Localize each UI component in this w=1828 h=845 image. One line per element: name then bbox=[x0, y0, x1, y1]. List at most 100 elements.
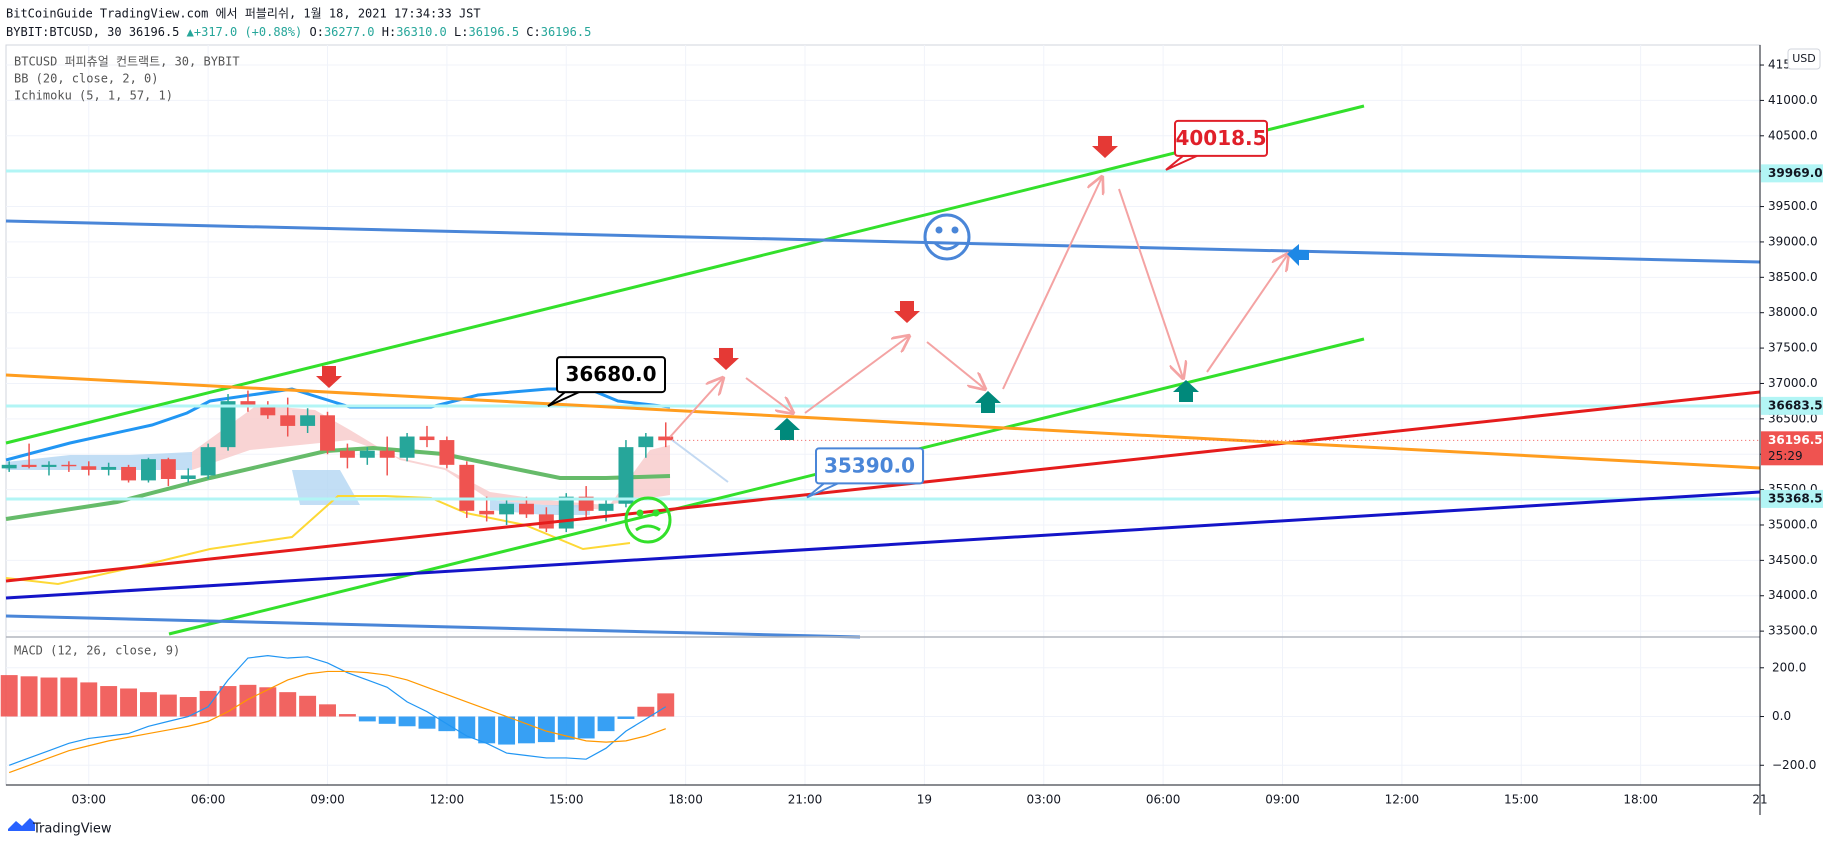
y-tick-label: 200.0 bbox=[1772, 660, 1806, 674]
callout-box bbox=[556, 356, 666, 394]
candle-body bbox=[439, 440, 455, 465]
last-price-badge bbox=[1761, 431, 1823, 466]
path-arrow bbox=[1206, 254, 1288, 373]
callout-label: 40018.5 bbox=[1175, 126, 1266, 150]
callout-label: 36680.0 bbox=[565, 362, 656, 386]
candle-body bbox=[598, 503, 614, 511]
price-badge bbox=[1761, 396, 1823, 415]
candle-body bbox=[638, 436, 654, 448]
histogram-bar bbox=[537, 716, 555, 743]
candles bbox=[1, 390, 674, 533]
y-tick-label: 41000.0 bbox=[1768, 93, 1818, 107]
histogram-bar bbox=[358, 716, 376, 722]
candle-body bbox=[519, 503, 534, 515]
grid bbox=[6, 45, 1761, 785]
histogram-bar bbox=[617, 716, 635, 719]
path-arrow bbox=[669, 378, 723, 438]
candle-body bbox=[160, 459, 176, 479]
price-badge bbox=[1761, 164, 1823, 183]
path-arrow bbox=[804, 336, 909, 414]
candle-body bbox=[658, 436, 674, 441]
price-badge-label: 39969.0 bbox=[1768, 166, 1823, 180]
macd-pane bbox=[0, 636, 1760, 774]
histogram-bar bbox=[40, 677, 58, 717]
candle-body bbox=[419, 436, 435, 441]
macd-title: MACD (12, 26, close, 9) bbox=[14, 644, 180, 658]
cloud-red bbox=[192, 405, 670, 510]
up-arrow bbox=[975, 391, 1001, 413]
y-tick-label: 39500.0 bbox=[1768, 199, 1818, 213]
histogram-bar bbox=[139, 692, 157, 717]
histogram-bar bbox=[518, 716, 535, 744]
x-tick-label: 18:00 bbox=[1623, 793, 1658, 807]
signal-line bbox=[8, 670, 666, 774]
y-tick-label: 33500.0 bbox=[1768, 624, 1818, 638]
up-arrow bbox=[774, 418, 800, 440]
x-tick-label: 09:00 bbox=[310, 793, 345, 807]
trend-line bbox=[5, 373, 1761, 470]
candle-body bbox=[618, 447, 634, 504]
trend-line bbox=[5, 219, 1761, 264]
x-tick-label: 19 bbox=[917, 793, 932, 807]
candle-body bbox=[558, 496, 574, 529]
path-arrow bbox=[745, 377, 793, 413]
macd-line bbox=[8, 654, 667, 766]
histogram-bar bbox=[498, 716, 516, 745]
axes: 03:00 06:00 09:00 12:00 15:00 18:00 21:00 19 03:… bbox=[71, 58, 1823, 807]
up-arrow bbox=[1173, 380, 1199, 402]
ohlc-key: L: bbox=[454, 25, 468, 39]
y-tick-label: 37500.0 bbox=[1768, 341, 1818, 355]
candle-body bbox=[41, 464, 57, 467]
candle-body bbox=[339, 450, 355, 458]
candle-body bbox=[220, 401, 236, 448]
down-arrow bbox=[1092, 136, 1118, 158]
candle-body bbox=[81, 466, 97, 470]
histogram-bar bbox=[239, 684, 257, 717]
histogram-bar bbox=[418, 716, 436, 729]
histogram-bar bbox=[637, 706, 655, 717]
footer-brand: TradingView bbox=[32, 822, 112, 837]
candle-body bbox=[379, 450, 395, 458]
trend-line bbox=[5, 390, 1761, 583]
histogram-bar bbox=[60, 677, 78, 717]
logo bbox=[8, 818, 35, 831]
y-tick-label: 34500.0 bbox=[1768, 553, 1818, 567]
candle-body bbox=[121, 466, 137, 481]
down-arrow bbox=[713, 348, 739, 370]
candle-body bbox=[459, 464, 475, 511]
ohlc-value: 36196.5 bbox=[468, 25, 519, 39]
candle-body bbox=[479, 510, 495, 515]
histogram-bar bbox=[398, 716, 416, 727]
legend-entry: BTCUSD 퍼피츄얼 컨트랙트, 30, BYBIT bbox=[14, 55, 240, 69]
callouts: 36680.0 35390.0 40018.5 bbox=[547, 119, 1268, 499]
histogram-bar bbox=[279, 692, 297, 717]
histogram-bar bbox=[259, 687, 277, 717]
candle-body bbox=[140, 459, 156, 481]
candle-body bbox=[200, 447, 216, 476]
x-tick-label: 06:00 bbox=[191, 793, 226, 807]
ohlc-key: H: bbox=[382, 25, 396, 39]
left-arrow bbox=[1287, 244, 1309, 266]
legend: BTCUSD 퍼피츄얼 컨트랙트, 30, BYBIT BB (20, close… bbox=[14, 55, 240, 658]
currency-button[interactable] bbox=[1787, 48, 1821, 70]
currency-label[interactable]: USD bbox=[1792, 52, 1816, 65]
price-badge-label: 35368.5 bbox=[1768, 491, 1823, 505]
y-tick-label: 39000.0 bbox=[1768, 234, 1818, 248]
histogram-bar bbox=[20, 676, 38, 717]
header-quote: BYBIT:BTCUSD, 30 36196.5 ▲+317.0 (+0.88%… bbox=[6, 25, 591, 39]
x-tick-label: 21 bbox=[1752, 793, 1767, 807]
x-tick-label: 15:00 bbox=[1504, 793, 1539, 807]
ohlc-value: 36196.5 bbox=[541, 25, 592, 39]
histogram-bar bbox=[179, 697, 197, 717]
histogram-bar bbox=[159, 694, 177, 717]
callout-box bbox=[1174, 119, 1268, 157]
candle-body bbox=[280, 415, 296, 426]
smiley bbox=[624, 496, 672, 544]
histogram-bar bbox=[299, 695, 317, 717]
x-tick-label: 12:00 bbox=[1385, 793, 1420, 807]
histogram-bar bbox=[120, 688, 138, 717]
trend-line bbox=[168, 337, 1365, 636]
candle-body bbox=[21, 464, 37, 467]
x-tick-label: 21:00 bbox=[788, 793, 823, 807]
